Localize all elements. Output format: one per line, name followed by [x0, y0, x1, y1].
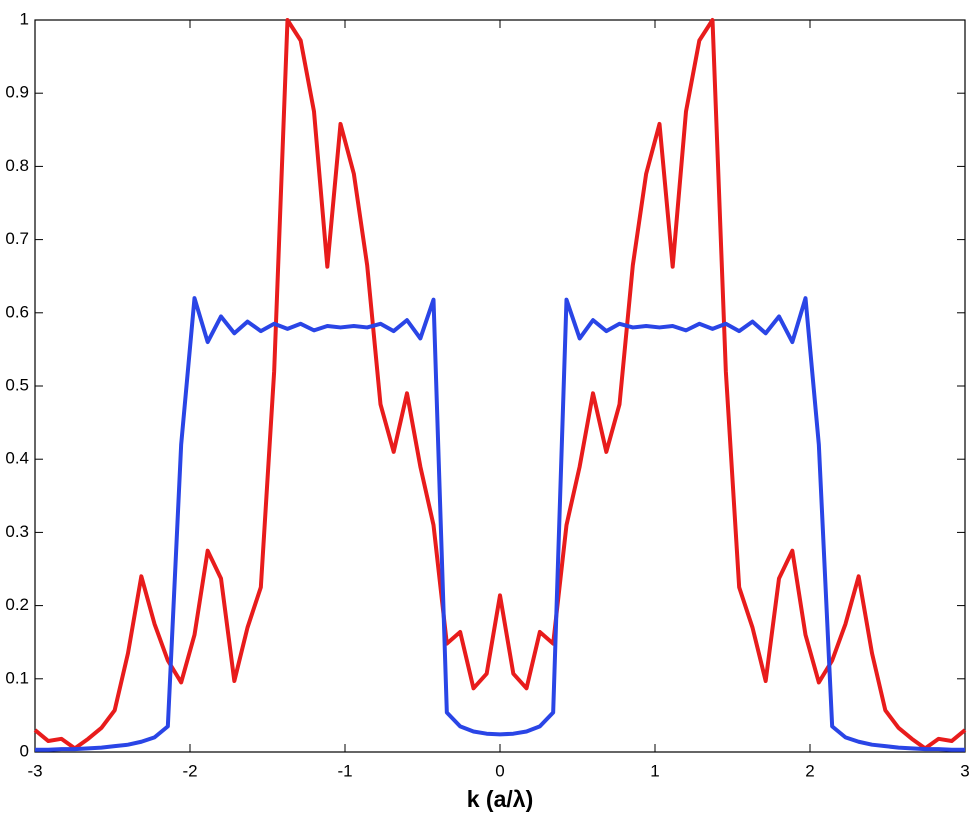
data-line: [35, 296, 965, 752]
y-tick-label: 0.1: [5, 668, 29, 687]
data-line: [33, 18, 967, 751]
y-tick-label: 1: [20, 9, 29, 28]
x-tick-label: 3: [960, 761, 969, 780]
x-tick-label: 2: [805, 761, 814, 780]
plot-frame: [34, 19, 966, 753]
y-tick-label: 0.8: [5, 156, 29, 175]
y-tick-label: 0.4: [5, 449, 29, 468]
y-tick-label: 0.2: [5, 595, 29, 614]
y-tick-label: 0: [20, 741, 29, 760]
y-tick-label: 0.3: [5, 522, 29, 541]
y-tick-label: 0.7: [5, 229, 29, 248]
x-tick-label: -1: [337, 761, 352, 780]
x-tick-label: 0: [495, 761, 504, 780]
x-axis-label: k (a/λ): [467, 786, 533, 812]
y-tick-label: 0.9: [5, 83, 29, 102]
x-tick-label: -2: [182, 761, 197, 780]
y-tick-label: 0.5: [5, 375, 29, 394]
y-tick-label: 0.6: [5, 302, 29, 321]
x-tick-label: -3: [27, 761, 42, 780]
x-tick-label: 1: [650, 761, 659, 780]
